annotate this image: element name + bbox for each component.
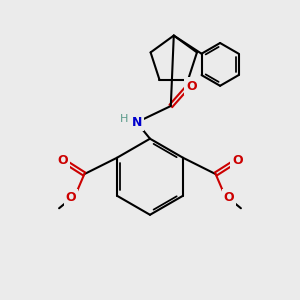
Text: H: H bbox=[120, 114, 128, 124]
Text: O: O bbox=[57, 154, 68, 166]
Text: O: O bbox=[232, 154, 243, 166]
Text: O: O bbox=[224, 191, 234, 204]
Text: N: N bbox=[131, 116, 142, 129]
Text: O: O bbox=[66, 191, 76, 204]
Text: O: O bbox=[186, 80, 197, 93]
